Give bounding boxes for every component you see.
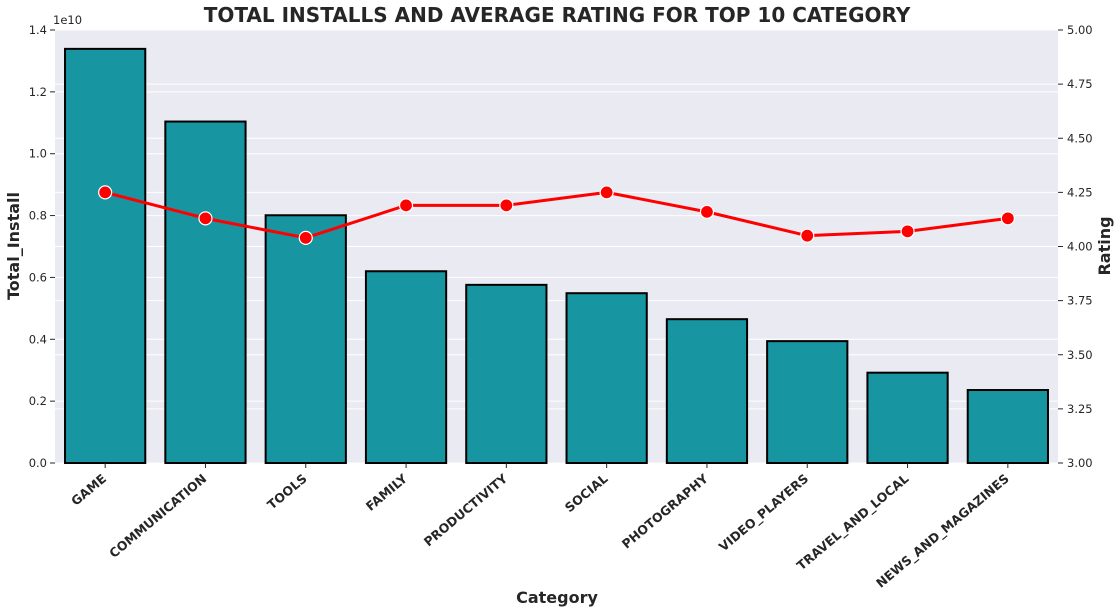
rating-point [499, 198, 514, 213]
x-tick-label: PHOTOGRAPHY [619, 470, 712, 551]
bars [64, 47, 1049, 465]
bar [64, 47, 147, 465]
chart-title: TOTAL INSTALLS AND AVERAGE RATING FOR TO… [204, 3, 911, 27]
x-axis-title: Category [516, 588, 598, 607]
rating-point [198, 211, 213, 226]
y-offset-label: 1e10 [53, 13, 82, 27]
y2-tick-label: 3.00 [1067, 456, 1093, 470]
y-tick-label: 0.6 [29, 270, 47, 284]
bar [966, 389, 1049, 465]
y2-tick-label: 3.75 [1067, 294, 1093, 308]
bar [364, 270, 448, 464]
rating-line [98, 185, 1015, 245]
bar [164, 120, 247, 464]
rating-point [1000, 211, 1015, 226]
y-tick-label: 1.0 [29, 147, 47, 161]
y2-tick-label: 3.25 [1067, 402, 1093, 416]
x-tick-label: SOCIAL [562, 471, 611, 515]
rating-point [800, 228, 815, 243]
y2-tick-label: 4.00 [1067, 240, 1093, 254]
y2-tick-label: 4.50 [1067, 131, 1093, 145]
x-tick-label: FAMILY [363, 470, 411, 514]
x-tick-label: VIDEO_PLAYERS [716, 471, 812, 555]
y-tick-label: 1.4 [29, 23, 47, 37]
rating-line-path [104, 190, 1009, 240]
rating-point [298, 230, 313, 245]
y-tick-label: 0.0 [29, 456, 47, 470]
bar [866, 371, 949, 464]
y2-axis-ticks: 3.00 3.25 3.50 3.75 4.00 4.25 4.50 4.75 5.00 [1058, 23, 1093, 470]
y-tick-label: 1.2 [29, 85, 47, 99]
rating-point [699, 204, 715, 219]
bar [565, 292, 648, 464]
bar [465, 283, 548, 465]
y-tick-label: 0.4 [29, 332, 47, 346]
bar [264, 214, 347, 464]
x-tick-label: TOOLS [264, 471, 309, 513]
rating-point [599, 185, 614, 200]
y2-axis-title: Rating [1095, 216, 1114, 275]
x-tick-label: PRODUCTIVITY [421, 470, 511, 549]
y-axis-ticks: 0.0 0.2 0.4 0.6 0.8 1.0 1.2 1.4 [29, 23, 55, 470]
y2-tick-label: 4.25 [1067, 185, 1093, 199]
y2-tick-label: 4.75 [1067, 77, 1093, 91]
rating-point [900, 224, 915, 239]
x-tick-label: COMMUNICATION [106, 471, 209, 561]
y-tick-label: 0.2 [29, 394, 47, 408]
rating-point [98, 185, 113, 200]
bar [766, 340, 849, 464]
y2-tick-label: 5.00 [1067, 23, 1093, 37]
x-tick-label: GAME [68, 471, 109, 509]
y2-tick-label: 3.50 [1067, 348, 1093, 362]
y-tick-label: 0.8 [29, 209, 47, 223]
bar [665, 318, 749, 464]
rating-point [398, 198, 414, 213]
x-tick-label: TRAVEL_AND_LOCAL [794, 471, 912, 574]
y-axis-title: Total_Install [4, 192, 23, 300]
